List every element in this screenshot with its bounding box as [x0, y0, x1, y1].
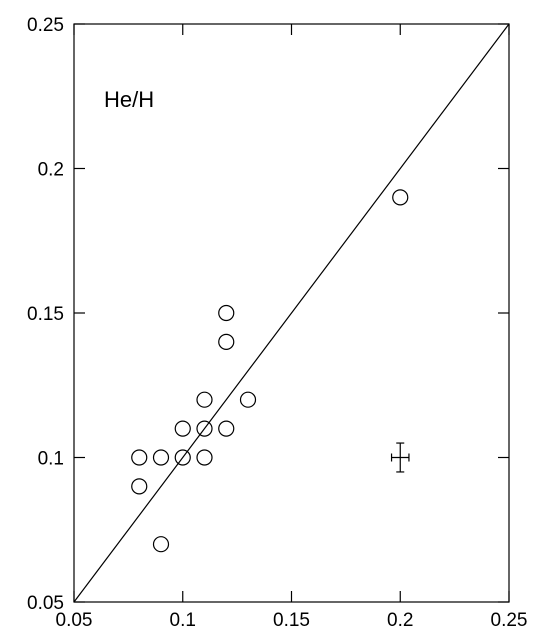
y-tick-label: 0.15: [27, 304, 64, 325]
data-point: [218, 420, 235, 437]
y-tick-label: 0.05: [27, 593, 64, 614]
data-point: [174, 449, 191, 466]
data-point: [196, 449, 213, 466]
data-point: [174, 420, 191, 437]
data-point: [239, 391, 257, 408]
data-point: [196, 391, 213, 408]
y-tick-label: 0.25: [27, 15, 64, 36]
error-bar: [390, 442, 410, 473]
data-point: [218, 333, 235, 350]
data-point: [152, 536, 170, 553]
x-tick-label: 0.1: [170, 610, 196, 631]
x-tick-label: 0.25: [491, 610, 528, 631]
chart-annotation: He/H: [104, 87, 154, 112]
data-point: [131, 478, 148, 495]
x-tick-label: 0.15: [273, 610, 310, 631]
x-tick-label: 0.2: [387, 610, 413, 631]
data-point: [392, 189, 409, 206]
data-point: [196, 420, 213, 437]
x-tick-label: 0.05: [56, 610, 93, 631]
data-points: [131, 189, 409, 553]
data-point: [131, 449, 148, 466]
y-tick-label: 0.2: [38, 160, 64, 181]
y-tick-label: 0.1: [38, 449, 64, 470]
reference-line: [73, 23, 510, 603]
axis-ticks: [73, 23, 510, 603]
data-point: [218, 304, 235, 322]
x-tick-labels: 0.05 0.1 0.15 0.2 0.25: [56, 610, 528, 631]
y-tick-labels: 0.05 0.1 0.15 0.2 0.25: [27, 15, 64, 614]
data-point: [152, 449, 170, 466]
